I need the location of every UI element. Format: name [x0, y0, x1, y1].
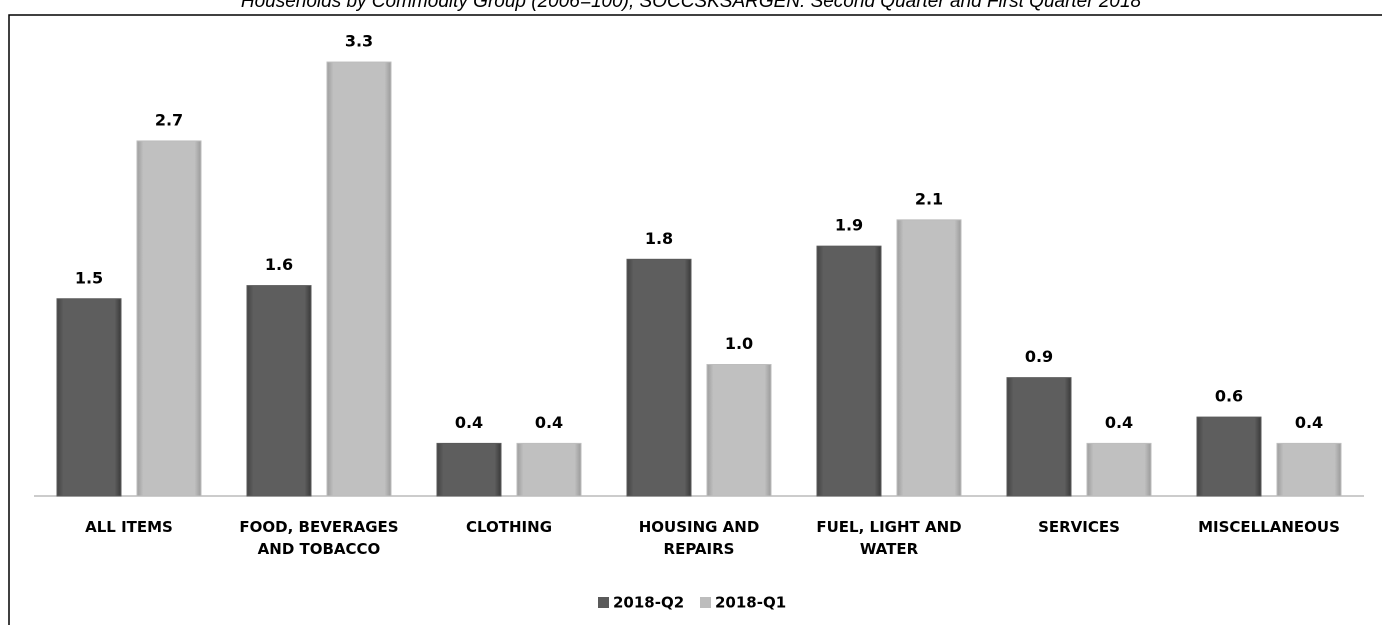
data-label: 0.4 [455, 413, 483, 432]
data-label: 1.8 [645, 229, 673, 248]
bar [816, 245, 882, 497]
bar [136, 140, 202, 497]
x-tick-label: MISCELLANEOUS [1198, 518, 1340, 536]
bar [436, 442, 502, 497]
bar [1086, 442, 1152, 497]
x-tick-label: FOOD, BEVERAGES AND TOBACCO [239, 518, 399, 558]
x-tick-label: HOUSING AND REPAIRS [638, 518, 760, 558]
legend-label: 2018-Q2 [613, 594, 684, 612]
x-tick-label: ALL ITEMS [85, 518, 173, 536]
bar [1196, 416, 1262, 497]
data-label: 2.7 [155, 110, 183, 129]
data-label: 3.3 [345, 32, 373, 51]
data-label: 2.1 [915, 189, 943, 208]
bar [706, 364, 772, 497]
bar [1276, 442, 1342, 497]
data-label: 0.4 [1105, 413, 1133, 432]
legend-label: 2018-Q1 [715, 594, 786, 612]
data-label: 1.0 [725, 334, 753, 353]
chart-frame [8, 14, 1382, 625]
data-label: 1.5 [75, 268, 103, 287]
data-label: 0.6 [1215, 387, 1243, 406]
data-label: 0.4 [1295, 413, 1323, 432]
bar [246, 285, 312, 497]
bar [326, 61, 392, 497]
data-label: 0.9 [1025, 347, 1053, 366]
x-tick-label: CLOTHING [465, 518, 552, 536]
chart-title: Households by Commodity Group (2006=100)… [241, 0, 1142, 12]
legend-swatch [598, 597, 609, 608]
legend-swatch [700, 597, 711, 608]
x-tick-label: FUEL, LIGHT AND WATER [816, 518, 962, 558]
bar [626, 258, 692, 497]
bar [896, 219, 962, 497]
bar [1006, 377, 1072, 497]
x-tick-label: SERVICES [1038, 518, 1120, 536]
bar [56, 298, 122, 497]
data-label: 1.6 [265, 255, 293, 274]
data-label: 1.9 [835, 216, 863, 235]
data-label: 0.4 [535, 413, 563, 432]
bar [516, 442, 582, 497]
